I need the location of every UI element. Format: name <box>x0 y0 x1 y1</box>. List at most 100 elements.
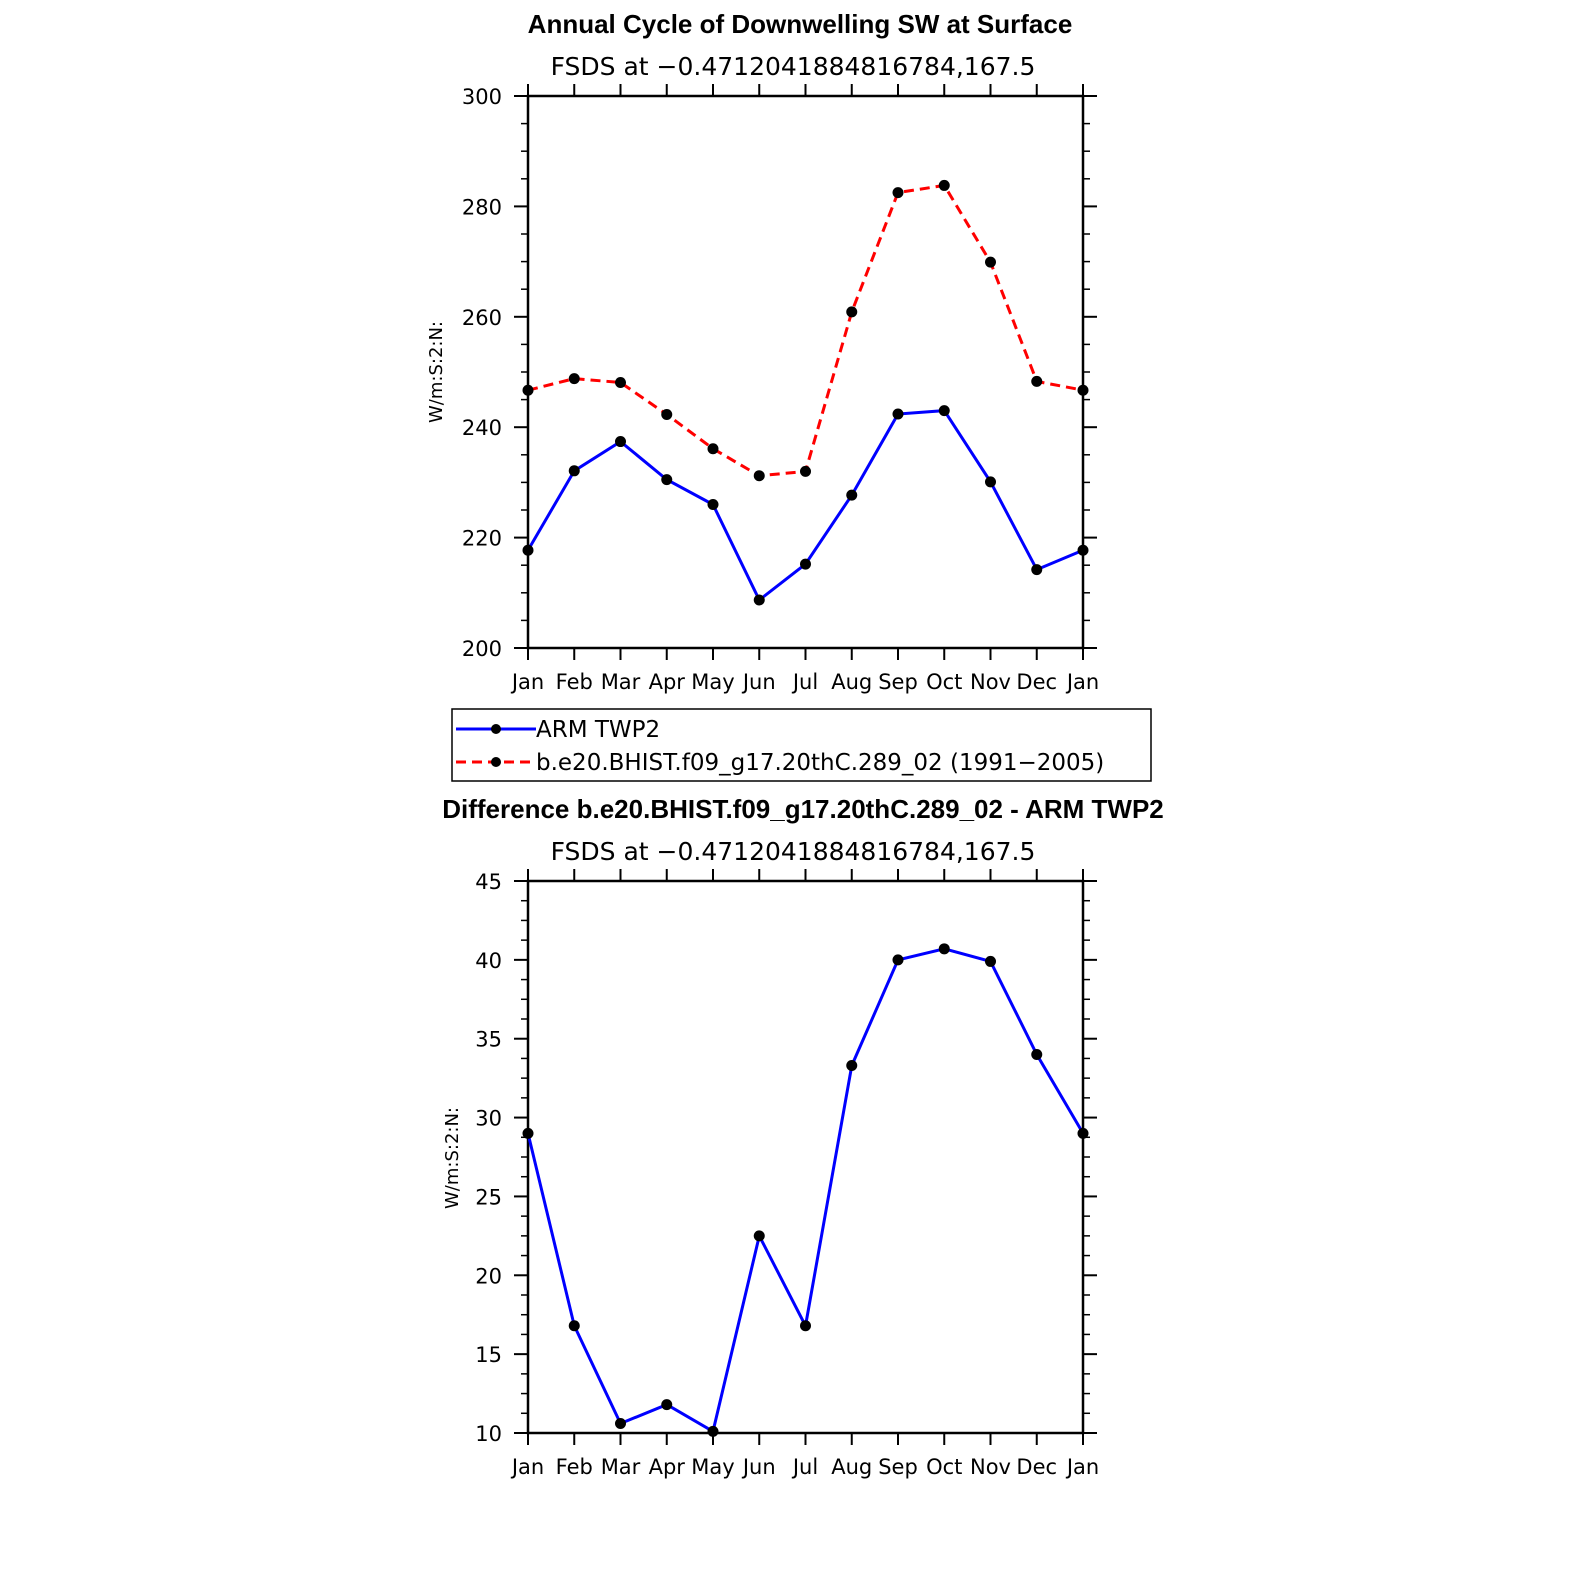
data-point <box>938 179 950 191</box>
y-tick-label: 200 <box>462 637 502 661</box>
data-point <box>846 1060 858 1072</box>
y-tick-label: 220 <box>462 527 502 551</box>
data-point <box>800 465 811 477</box>
data-point <box>661 409 673 421</box>
data-point <box>938 943 950 955</box>
data-point <box>892 187 904 199</box>
legend-label-model: b.e20.BHIST.f09_g17.20thC.289_02 (1991−2… <box>536 750 1104 776</box>
y-tick-label: 260 <box>462 306 502 330</box>
data-point <box>800 1320 811 1332</box>
data-point <box>707 1425 719 1437</box>
y-tick-label: 25 <box>475 1185 502 1209</box>
data-point <box>522 384 534 396</box>
x-tick-label: Apr <box>649 1455 686 1479</box>
data-point <box>1031 564 1043 576</box>
x-tick-label: Nov <box>970 1455 1011 1479</box>
data-point <box>985 955 996 967</box>
x-tick-label: Aug <box>831 1455 872 1479</box>
data-point <box>1031 1048 1043 1060</box>
y-tick-label: 40 <box>475 949 502 973</box>
x-tick-label: Jul <box>791 670 818 694</box>
legend: ARM TWP2 b.e20.BHIST.f09_g17.20thC.289_0… <box>451 708 1152 782</box>
data-point <box>846 489 858 501</box>
legend-entry-obs: ARM TWP2 <box>456 717 660 743</box>
x-tick-label: Sep <box>878 670 918 694</box>
y-tick-label: 45 <box>475 870 502 894</box>
difference-chart: Difference b.e20.BHIST.f09_g17.20thC.289… <box>442 794 1164 1479</box>
legend-marker-model <box>491 757 501 767</box>
series-line-0 <box>526 947 1085 1434</box>
y-tick-label: 10 <box>475 1422 502 1446</box>
data-point <box>661 474 673 486</box>
data-point <box>1077 544 1089 556</box>
data-point <box>707 498 719 510</box>
data-point <box>522 1127 534 1139</box>
data-point <box>938 405 950 417</box>
x-tick-label: Feb <box>556 670 593 694</box>
x-tick-label: Jan <box>510 670 544 694</box>
chart-subtitle: FSDS at −0.4712041884816784,167.5 <box>551 837 1036 866</box>
y-tick-label: 15 <box>475 1343 502 1367</box>
legend-box <box>451 708 1152 782</box>
x-tick-label: Jan <box>510 1455 544 1479</box>
x-tick-label: Jun <box>741 1455 776 1479</box>
chart-subtitle: FSDS at −0.4712041884816784,167.5 <box>551 52 1036 81</box>
y-tick-label: 20 <box>475 1264 502 1288</box>
x-tick-label: May <box>691 1455 734 1479</box>
data-point <box>1077 384 1089 396</box>
data-point <box>846 306 858 318</box>
legend-marker-obs <box>491 724 501 734</box>
x-tick-label: Oct <box>926 1455 962 1479</box>
data-point <box>522 544 534 556</box>
y-tick-label: 35 <box>475 1028 502 1052</box>
data-point <box>753 1230 765 1242</box>
plot-area: Jan Feb Mar Apr May Jun Jul Aug Sep Oct Nov Dec Jan 2… <box>462 84 1099 694</box>
data-point <box>753 594 765 606</box>
legend-entry-model: b.e20.BHIST.f09_g17.20thC.289_02 (1991−2… <box>456 750 1104 776</box>
x-tick-label: Jul <box>791 1455 818 1479</box>
x-tick-label: Feb <box>556 1455 593 1479</box>
data-point <box>615 436 626 448</box>
y-tick-label: 30 <box>475 1107 502 1131</box>
series-line-0 <box>526 409 1084 603</box>
data-point <box>568 465 580 477</box>
data-point <box>568 1320 580 1332</box>
x-tick-label: Dec <box>1016 670 1057 694</box>
data-point <box>707 443 719 455</box>
x-tick-label: Oct <box>926 670 962 694</box>
y-tick-label: 280 <box>462 195 502 219</box>
y-tick-label: 240 <box>462 416 502 440</box>
x-tick-label: Sep <box>878 1455 918 1479</box>
x-tick-label: May <box>691 670 734 694</box>
x-tick-label: Mar <box>601 1455 641 1479</box>
chart-title: Difference b.e20.BHIST.f09_g17.20thC.289… <box>442 794 1164 824</box>
data-point <box>615 1418 626 1430</box>
chart-title: Annual Cycle of Downwelling SW at Surfac… <box>528 9 1073 39</box>
data-point <box>985 476 996 488</box>
data-point <box>615 376 626 388</box>
data-point <box>985 256 996 268</box>
series-line-1 <box>527 183 1084 478</box>
data-point <box>892 954 904 966</box>
x-tick-label: Jan <box>1065 1455 1099 1479</box>
y-axis-label: W/m:S:2:N: <box>426 321 447 423</box>
plot-frame <box>526 879 1085 1435</box>
y-tick-label: 300 <box>462 85 502 109</box>
y-axis-label: W/m:S:2:N: <box>442 1107 463 1209</box>
data-point <box>1077 1127 1089 1139</box>
annual-cycle-chart: Annual Cycle of Downwelling SW at Surfac… <box>426 9 1099 694</box>
x-tick-label: Nov <box>970 670 1011 694</box>
data-point <box>1031 375 1043 387</box>
x-tick-label: Mar <box>601 670 641 694</box>
x-tick-label: Aug <box>831 670 872 694</box>
x-tick-label: Jan <box>1065 670 1099 694</box>
x-tick-label: Apr <box>649 670 686 694</box>
plot-area: Jan Feb Mar Apr May Jun Jul Aug Sep Oct Nov Dec Jan 1… <box>475 869 1099 1479</box>
x-tick-label: Jun <box>741 670 776 694</box>
data-point <box>568 373 580 385</box>
data-point <box>800 558 811 570</box>
data-point <box>753 470 765 482</box>
data-point <box>661 1399 673 1411</box>
data-point <box>892 408 904 420</box>
